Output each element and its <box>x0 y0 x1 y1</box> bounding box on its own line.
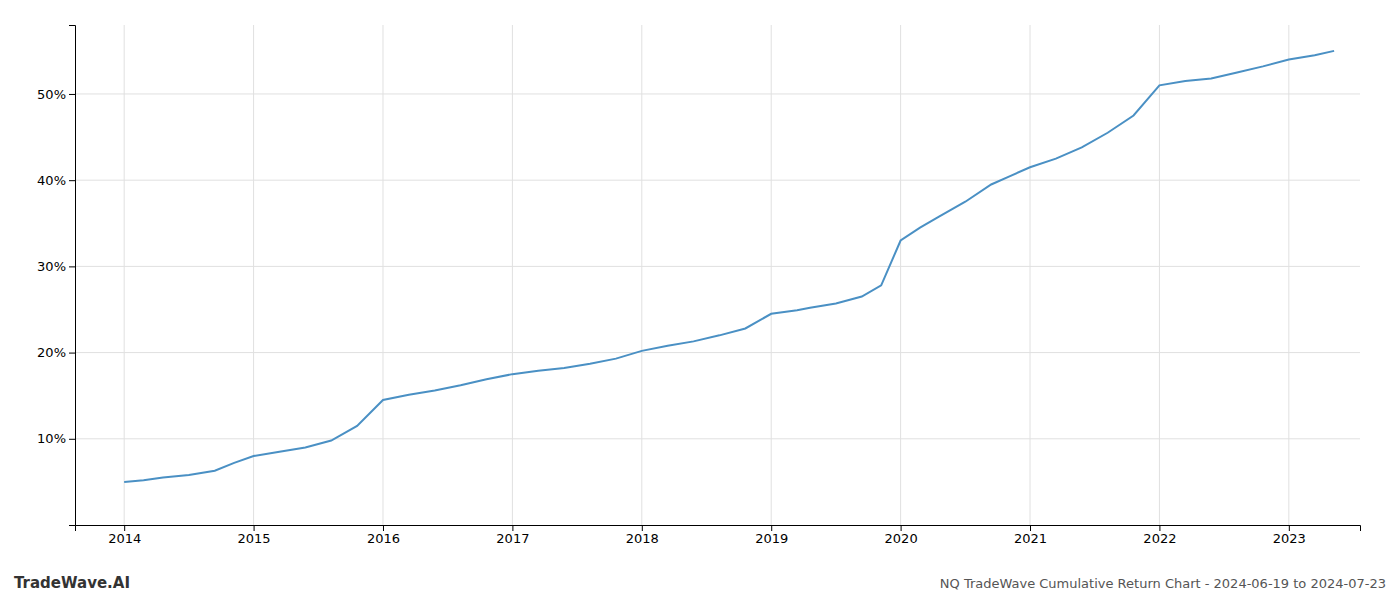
grid-line-x <box>382 25 383 525</box>
tick-mark <box>69 353 75 354</box>
x-tick: 2018 <box>626 525 659 546</box>
tick-label: 30% <box>37 259 66 274</box>
tick-label: 2017 <box>496 531 529 546</box>
grid <box>75 25 1360 525</box>
grid-line-y <box>75 266 1360 267</box>
tick-mark <box>771 525 772 531</box>
x-tick: 2023 <box>1273 525 1306 546</box>
axis-line <box>76 526 1361 532</box>
tick-label: 10% <box>37 431 66 446</box>
tick-label: 2014 <box>108 531 141 546</box>
tick-mark <box>124 525 125 531</box>
grid-line-y <box>75 352 1360 353</box>
tick-label: 2016 <box>367 531 400 546</box>
tick-mark <box>642 525 643 531</box>
y-tick: 10% <box>37 431 75 446</box>
tick-mark <box>901 525 902 531</box>
y-tick: 40% <box>37 173 75 188</box>
tick-label: 2018 <box>626 531 659 546</box>
tick-label: 20% <box>37 345 66 360</box>
x-tick: 2014 <box>108 525 141 546</box>
grid-line-x <box>900 25 901 525</box>
tick-label: 50% <box>37 87 66 102</box>
x-tick: 2022 <box>1143 525 1176 546</box>
tick-label: 2019 <box>755 531 788 546</box>
y-axis: 10% 20% 30% 40% 50% <box>37 26 75 526</box>
x-tick: 2021 <box>1014 525 1047 546</box>
grid-line-x <box>253 25 254 525</box>
x-axis: 2014 2015 2016 2017 2018 2019 2020 2021 2022 2023 <box>76 525 1361 546</box>
tick-label: 2022 <box>1143 531 1176 546</box>
tick-mark <box>69 94 75 95</box>
axis-line <box>69 26 76 526</box>
title: NQ TradeWave Cumulative Return Chart - 2… <box>940 576 1386 591</box>
grid-line-x <box>771 25 772 525</box>
tick-mark <box>1159 525 1160 531</box>
tick-mark <box>1030 525 1031 531</box>
tick-mark <box>383 525 384 531</box>
tick-mark <box>1289 525 1290 531</box>
x-tick: 2019 <box>755 525 788 546</box>
plot: 2014 2015 2016 2017 2018 2019 2020 2021 2022 2023… <box>37 25 1360 546</box>
tick-mark <box>69 180 75 181</box>
tick-mark <box>69 266 75 267</box>
grid-line-x <box>1288 25 1289 525</box>
tick-label: 2015 <box>238 531 271 546</box>
tick-label: 40% <box>37 173 66 188</box>
y-tick: 20% <box>37 345 75 360</box>
grid-line-x <box>1159 25 1160 525</box>
tick-label: 2021 <box>1014 531 1047 546</box>
tick-label: 2023 <box>1273 531 1306 546</box>
grid-line-y <box>75 93 1360 94</box>
grid-line-x <box>1030 25 1031 525</box>
marks <box>124 51 1334 482</box>
tick-mark <box>512 525 513 531</box>
grid-line-x <box>512 25 513 525</box>
x-tick: 2015 <box>238 525 271 546</box>
y-tick: 30% <box>37 259 75 274</box>
y-tick: 50% <box>37 87 75 102</box>
grid-line-x <box>641 25 642 525</box>
x-tick: 2017 <box>496 525 529 546</box>
grid-line-y <box>75 438 1360 439</box>
grid-line-y <box>75 180 1360 181</box>
tick-mark <box>254 525 255 531</box>
tick-label: 2020 <box>885 531 918 546</box>
x-tick: 2016 <box>367 525 400 546</box>
x-tick: 2020 <box>885 525 918 546</box>
line <box>124 51 1334 482</box>
tick-mark <box>69 439 75 440</box>
grid-line-x <box>124 25 125 525</box>
chart: 2014 2015 2016 2017 2018 2019 2020 2021 2022 2023… <box>0 0 1400 600</box>
watermark: TradeWave.AI <box>14 574 130 592</box>
